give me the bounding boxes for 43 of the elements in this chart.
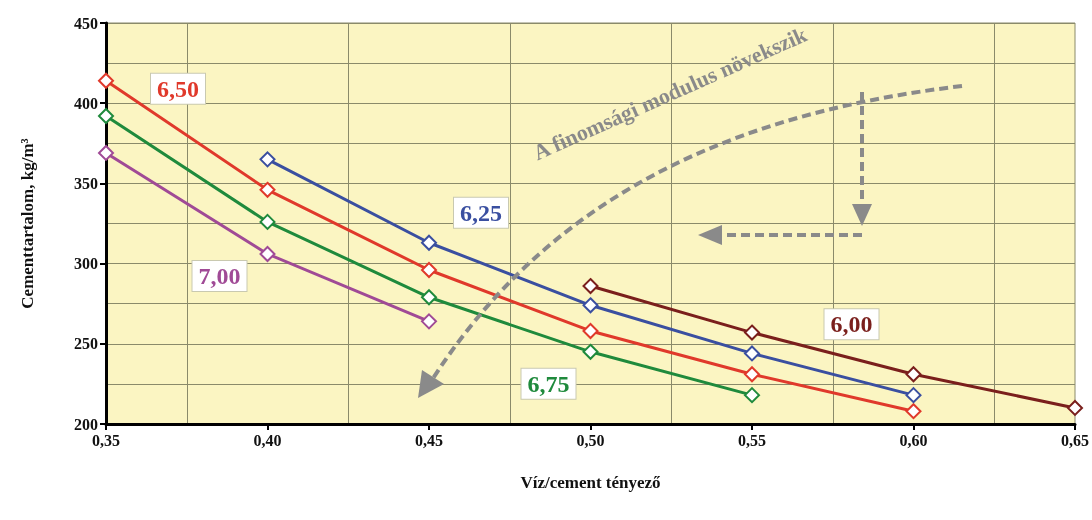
point: [259, 245, 276, 262]
y-tick-label: 200: [74, 415, 98, 433]
point: [744, 366, 760, 383]
x-tick-label: 0,45: [415, 431, 443, 449]
series-label: 6,75: [527, 370, 570, 397]
point: [905, 366, 922, 383]
series-label: 7,00: [198, 262, 241, 289]
point: [259, 181, 276, 198]
x-tick-label: 0,35: [92, 431, 120, 449]
x-tick-label: 0,40: [253, 431, 282, 449]
series-label: 6,00: [830, 311, 873, 338]
y-tick-label: 400: [74, 94, 98, 112]
point: [421, 262, 437, 279]
point: [421, 234, 437, 251]
y-tick-label: 450: [74, 14, 98, 32]
point: [744, 387, 760, 404]
point: [582, 278, 599, 295]
point: [582, 322, 599, 339]
y-tick-label: 350: [74, 174, 98, 192]
point: [98, 108, 114, 125]
y-tick-label: 300: [74, 255, 98, 273]
x-tick-label: 0,60: [899, 431, 928, 449]
point: [744, 345, 760, 362]
x-tick-label: 0,50: [576, 431, 605, 449]
point: [744, 324, 760, 341]
point: [421, 289, 437, 306]
point: [259, 213, 276, 230]
series-label: 6,50: [157, 75, 199, 102]
x-tick-label: 0,55: [738, 431, 766, 449]
series-label: 6,25: [460, 199, 502, 226]
point: [905, 387, 922, 404]
y-axis-title: Cementtartalom, kg/m³: [18, 138, 37, 309]
point: [259, 151, 276, 168]
point: [905, 403, 922, 420]
point: [582, 343, 599, 360]
point: [1067, 399, 1083, 416]
point: [421, 313, 437, 330]
point: [582, 297, 599, 314]
point: [98, 144, 114, 161]
x-tick-label: 0,65: [1061, 431, 1089, 449]
x-axis-title: Víz/cement tényező: [520, 473, 662, 492]
y-tick-label: 250: [74, 335, 98, 353]
point: [98, 72, 114, 89]
